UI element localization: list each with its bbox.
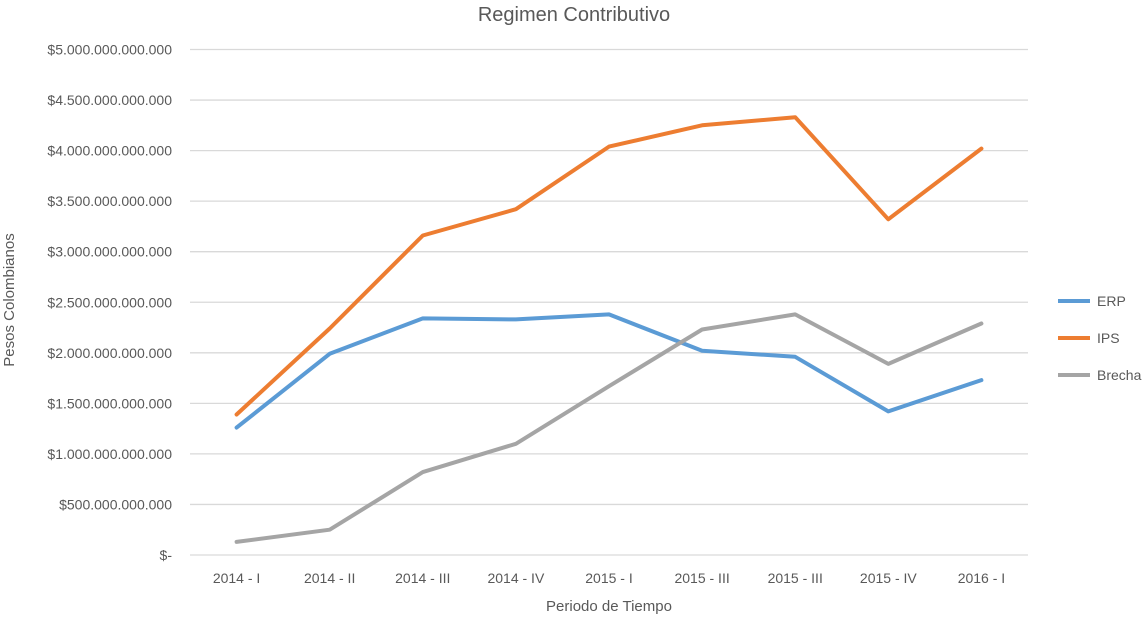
- x-axis-label: Periodo de Tiempo: [546, 598, 672, 615]
- x-tick-label: 2014 - III: [395, 570, 450, 586]
- y-tick-label: $500.000.000.000: [59, 496, 172, 512]
- x-tick-label: 2014 - I: [213, 570, 260, 586]
- x-axis-ticks: 2014 - I 2014 - II 2014 - III 2014 - IV 2015…: [213, 570, 1005, 586]
- chart-title: Regimen Contributivo: [478, 4, 670, 26]
- legend: ERP IPS Brecha: [1058, 293, 1142, 383]
- x-tick-label: 2015 - III: [674, 570, 729, 586]
- x-tick-label: 2014 - IV: [487, 570, 544, 586]
- y-tick-label: $4.000.000.000.000: [47, 143, 172, 159]
- y-tick-label: $4.500.000.000.000: [47, 92, 172, 108]
- series-line-erp: [237, 314, 982, 427]
- y-tick-label: $-: [160, 547, 173, 563]
- legend-label: Brecha: [1097, 367, 1142, 383]
- x-tick-label: 2014 - II: [304, 570, 355, 586]
- y-tick-label: $3.500.000.000.000: [47, 193, 172, 209]
- x-tick-label: 2015 - III: [768, 570, 823, 586]
- y-tick-label: $5.000.000.000.000: [47, 42, 172, 58]
- y-tick-label: $1.000.000.000.000: [47, 446, 172, 462]
- x-tick-label: 2015 - I: [585, 570, 632, 586]
- y-tick-label: $2.500.000.000.000: [47, 294, 172, 310]
- gridlines: [190, 50, 1028, 556]
- y-tick-label: $2.000.000.000.000: [47, 345, 172, 361]
- y-axis-label: Pesos Colombianos: [1, 233, 18, 366]
- y-tick-label: $1.500.000.000.000: [47, 395, 172, 411]
- legend-label: ERP: [1097, 293, 1126, 309]
- series-lines: [236, 117, 981, 542]
- legend-label: IPS: [1097, 330, 1120, 346]
- y-axis-ticks: $- $500.000.000.000 $1.000.000.000.000 $1.5…: [47, 42, 172, 564]
- x-tick-label: 2016 - I: [958, 570, 1005, 586]
- x-tick-label: 2015 - IV: [860, 570, 917, 586]
- series-line-ips: [237, 117, 982, 414]
- y-tick-label: $3.000.000.000.000: [47, 244, 172, 260]
